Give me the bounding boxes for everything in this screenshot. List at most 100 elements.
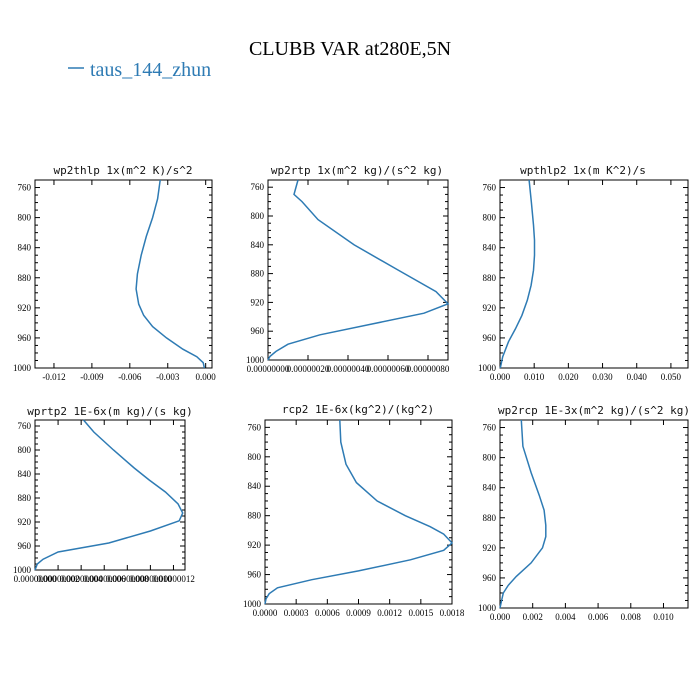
y-tick-label: 840: [248, 481, 262, 491]
panel-title: wp2rtp 1x(m^2 kg)/(s^2 kg): [271, 164, 443, 177]
y-tick-label: 1000: [13, 565, 32, 575]
panel-title: rcp2 1E-6x(kg^2)/(kg^2): [282, 403, 434, 416]
y-tick-label: 920: [18, 517, 32, 527]
x-tick-label: 0.00000060: [367, 364, 410, 374]
y-tick-label: 880: [251, 269, 265, 279]
x-tick-label: 0.00000008: [106, 574, 149, 584]
plot-frame: [34, 179, 213, 369]
x-tick-label: 0.00000012: [152, 574, 195, 584]
y-tick-label: 760: [18, 183, 32, 193]
x-tick-label: 0.00000000: [247, 364, 290, 374]
y-tick-label: 840: [18, 469, 32, 479]
y-tick-label: 1000: [246, 355, 265, 365]
x-tick-label: -0.009: [80, 372, 104, 382]
legend-label: taus_144_zhun: [90, 59, 211, 81]
x-tick-label: 0.000: [490, 612, 511, 622]
x-tick-label: 0.0012: [377, 608, 402, 618]
y-tick-label: 920: [483, 543, 497, 553]
panel-title: wpthlp2 1x(m K^2)/s: [520, 164, 646, 177]
y-tick-label: 960: [251, 326, 265, 336]
y-tick-label: 1000: [243, 599, 262, 609]
panel-wp2thlp: wp2thlp 1x(m^2 K)/s^2 760 800 840 880 920 960…: [13, 164, 216, 382]
y-tick-label: 960: [248, 570, 262, 580]
x-tick-label: 0.002: [523, 612, 543, 622]
x-tick-label: 0.00000040: [327, 364, 370, 374]
y-tick-label: 840: [483, 243, 497, 253]
y-tick-label: 960: [483, 333, 497, 343]
x-tick-label: 0.00000000: [14, 574, 57, 584]
x-tick-label: -0.003: [156, 372, 180, 382]
panel-title: wp2thlp 1x(m^2 K)/s^2: [53, 164, 192, 177]
y-tick-label: 960: [18, 333, 32, 343]
x-tick-label: 0.000: [196, 372, 217, 382]
panel-wp2rtp: wp2rtp 1x(m^2 kg)/(s^2 kg) 760 800 840 880 9…: [246, 164, 450, 374]
panel-wprtp2: wprtp2 1E-6x(m kg)/(s kg) 760 800 840 880 92…: [13, 405, 195, 584]
x-tick-label: 0.00000020: [287, 364, 330, 374]
x-tick-label: 0.0015: [408, 608, 433, 618]
plot-frame: [267, 179, 449, 361]
y-tick-label: 880: [248, 511, 262, 521]
x-tick-label: 0.040: [627, 372, 648, 382]
panel-rcp2: rcp2 1E-6x(kg^2)/(kg^2) 760 800 840 880 920 9…: [243, 403, 465, 618]
y-tick-label: 840: [18, 243, 32, 253]
x-tick-label: 0.0009: [346, 608, 371, 618]
series-line: [135, 179, 206, 369]
y-tick-label: 920: [251, 297, 265, 307]
x-tick-label: 0.00000080: [407, 364, 450, 374]
x-tick-label: 0.0003: [284, 608, 309, 618]
y-tick-label: 800: [248, 452, 262, 462]
y-tick-label: 1000: [478, 363, 497, 373]
y-tick-label: 760: [483, 423, 497, 433]
x-tick-label: -0.012: [42, 372, 65, 382]
y-tick-label: 840: [251, 240, 265, 250]
y-tick-label: 840: [483, 483, 497, 493]
y-tick-label: 920: [483, 303, 497, 313]
x-tick-label: 0.050: [661, 372, 682, 382]
figure-title: CLUBB VAR at280E,5N: [249, 38, 451, 60]
x-tick-label: 0.008: [621, 612, 642, 622]
y-tick-label: 880: [18, 493, 32, 503]
panel-title: wp2rcp 1E-3x(m^2 kg)/(s^2 kg): [498, 404, 690, 417]
y-tick-label: 920: [18, 303, 32, 313]
x-tick-label: 0.000: [490, 372, 511, 382]
y-tick-label: 800: [483, 453, 497, 463]
plot-frame: [499, 179, 689, 369]
plot-frame: [499, 419, 689, 609]
x-tick-label: 0.004: [555, 612, 576, 622]
y-tick-label: 760: [483, 183, 497, 193]
x-tick-label: 0.020: [558, 372, 579, 382]
y-tick-label: 920: [248, 540, 262, 550]
x-tick-label: 0.00000010: [129, 574, 172, 584]
series-line: [34, 419, 184, 571]
y-tick-label: 760: [248, 422, 262, 432]
y-tick-label: 880: [18, 273, 32, 283]
panel-wp2rcp: wp2rcp 1E-3x(m^2 kg)/(s^2 kg) 760 800 840 8…: [478, 404, 690, 622]
x-tick-label: 0.00000002: [37, 574, 80, 584]
x-tick-label: 0.006: [588, 612, 609, 622]
y-tick-label: 1000: [13, 363, 32, 373]
y-tick-label: 880: [483, 513, 497, 523]
y-tick-label: 760: [18, 421, 32, 431]
y-tick-label: 760: [251, 182, 265, 192]
y-tick-label: 800: [251, 211, 265, 221]
y-tick-label: 1000: [478, 603, 497, 613]
x-tick-label: 0.00000004: [60, 574, 103, 584]
legend: taus_144_zhun: [68, 59, 211, 81]
series-line: [267, 179, 450, 361]
y-tick-label: 880: [483, 273, 497, 283]
x-tick-label: 0.0006: [315, 608, 340, 618]
y-tick-label: 960: [18, 541, 32, 551]
panel-title: wprtp2 1E-6x(m kg)/(s kg): [27, 405, 193, 418]
x-tick-label: 0.030: [592, 372, 613, 382]
x-tick-label: -0.006: [118, 372, 142, 382]
x-tick-label: 0.010: [524, 372, 545, 382]
x-tick-label: 0.00000006: [83, 574, 126, 584]
plot-frame: [264, 419, 453, 605]
series-line: [499, 179, 536, 369]
series-line: [264, 419, 454, 605]
x-tick-label: 0.0018: [440, 608, 465, 618]
x-tick-label: 0.010: [653, 612, 674, 622]
x-tick-label: 0.0000: [253, 608, 278, 618]
y-tick-label: 960: [483, 573, 497, 583]
